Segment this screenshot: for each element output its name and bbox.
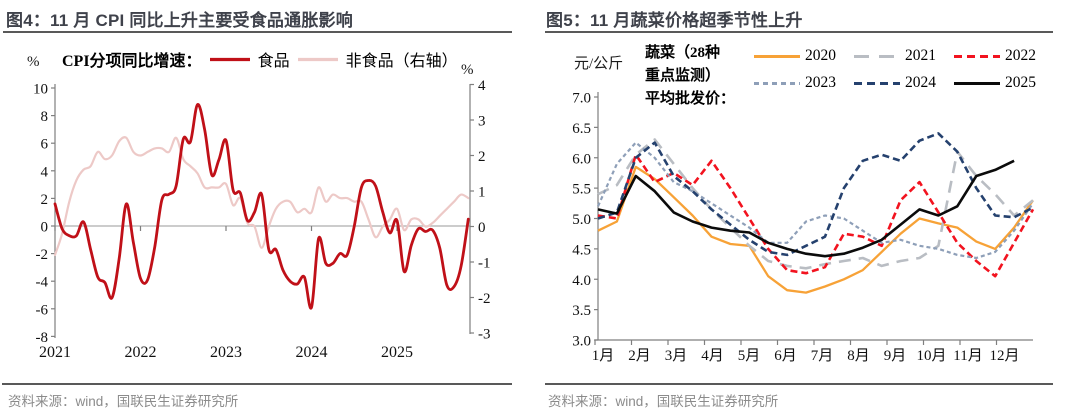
legend-label-2022: 2022 <box>1005 47 1036 64</box>
figure5-footer-rule <box>545 383 1053 385</box>
legend-swatch-2021 <box>854 54 900 58</box>
fig5-month-label: 2月 <box>628 348 651 364</box>
legend-label-2021: 2021 <box>905 47 936 64</box>
fig4-left-tick-label: 10 <box>33 82 48 98</box>
fig4-right-tick-label: 4 <box>478 78 486 94</box>
fig5-y-tick-label: 3.5 <box>572 303 591 319</box>
fig4-right-tick-label: 3 <box>478 114 486 130</box>
legend-item-2023: 2023 <box>753 74 853 92</box>
fig4-left-axis-unit: % <box>27 54 40 70</box>
fig4-line-nonfood <box>53 136 470 256</box>
figure5-title: 图5：11 月蔬菜价格超季节性上升 <box>546 11 803 30</box>
fig5-month-label: 11月 <box>953 348 982 364</box>
legend-swatch-2023 <box>754 81 800 85</box>
legend-swatch-2022 <box>954 54 1000 58</box>
fig5-legend-title: 蔬菜（28种 重点监测） 平均批发价： <box>645 42 735 111</box>
legend-item-2022: 2022 <box>953 47 1053 65</box>
fig5-month-label: 4月 <box>701 348 724 364</box>
fig5-month-label: 12月 <box>989 348 1019 364</box>
fig5-y-tick-label: 4.5 <box>572 242 591 258</box>
figure4-title: 图4：11 月 CPI 同比上升主要受食品通胀影响 <box>6 11 353 30</box>
fig5-y-tick-label: 3.0 <box>572 334 591 350</box>
fig5-line-2021 <box>597 138 1034 270</box>
fig4-year-label: 2025 <box>381 344 413 361</box>
legend-label-food: 食品 <box>257 53 290 70</box>
fig4-right-tick-label: -2 <box>478 291 491 307</box>
fig5-month-label: 5月 <box>738 348 761 364</box>
fig4-year-label: 2024 <box>296 344 328 361</box>
fig5-y-tick-label: 5.0 <box>572 212 591 228</box>
fig4-year-label: 2022 <box>125 344 157 361</box>
fig4-left-tick-label: 0 <box>41 220 49 236</box>
food-line-swatch <box>209 53 251 66</box>
fig4-year-label: 2021 <box>39 344 71 361</box>
legend-label-2020: 2020 <box>805 47 836 64</box>
legend-label-nonfood: 非食品（右轴） <box>345 53 458 70</box>
figure5-source: 资料来源：wind，国联民生证券研究所 <box>548 394 779 409</box>
figure4-title-rule <box>3 31 512 33</box>
fig4-left-tick-label: -6 <box>36 302 49 318</box>
nonfood-line-swatch <box>297 53 339 66</box>
legend-item-2020: 2020 <box>753 47 853 65</box>
legend-swatch-2025 <box>954 81 1000 85</box>
fig5-legend-title-line2: 重点监测） <box>645 68 721 84</box>
fig4-left-tick-label: 6 <box>41 137 49 153</box>
fig5-y-tick-label: 6.0 <box>572 151 591 167</box>
fig4-right-tick-label: -1 <box>478 256 491 272</box>
fig5-month-label: 9月 <box>884 348 907 364</box>
fig5-line-2024 <box>597 132 1034 257</box>
legend-item-2021: 2021 <box>853 47 953 65</box>
fig4-year-label: 2023 <box>210 344 242 361</box>
fig5-month-label: 3月 <box>665 348 688 364</box>
fig5-line-2020 <box>597 165 1034 294</box>
legend-item-2025: 2025 <box>953 74 1053 92</box>
fig5-line-2023 <box>596 141 1034 260</box>
fig4-right-tick-label: 2 <box>478 149 486 165</box>
fig4-left-tick-label: -8 <box>36 330 49 346</box>
fig4-left-tick-label: -4 <box>36 275 49 291</box>
legend-label-2025: 2025 <box>1005 74 1036 91</box>
fig5-legend-title-line1: 蔬菜（28种 <box>645 45 721 61</box>
legend-item-2024: 2024 <box>853 74 953 92</box>
fig5-y-axis-unit: 元/公斤 <box>574 56 624 72</box>
fig5-line-2022 <box>597 153 1035 278</box>
legend-swatch-2020 <box>754 54 800 58</box>
legend-label-2024: 2024 <box>905 74 936 91</box>
fig5-month-label: 8月 <box>847 348 870 364</box>
fig5-legend-title-line3: 平均批发价： <box>645 91 736 107</box>
fig5-y-tick-label: 5.5 <box>572 182 591 198</box>
fig4-left-tick-label: 8 <box>41 109 49 125</box>
fig4-right-tick-label: 1 <box>478 185 486 201</box>
fig4-legend-title: CPI分项同比增速： <box>62 53 202 70</box>
fig5-y-tick-label: 4.0 <box>572 273 591 289</box>
figure5-legend: 2020 2021 2022 2023 2024 2025 <box>753 47 1053 92</box>
fig4-left-tick-label: 4 <box>41 164 49 180</box>
fig4-left-tick-label: 2 <box>41 192 49 208</box>
figure5-title-rule <box>545 31 1053 33</box>
fig5-month-label: 7月 <box>811 348 834 364</box>
legend-swatch-2024 <box>854 81 900 85</box>
fig5-month-label: 6月 <box>774 348 797 364</box>
fig4-right-tick-label: -3 <box>478 327 491 343</box>
fig5-y-tick-label: 7.0 <box>572 91 591 107</box>
figure4-footer-rule <box>2 383 512 385</box>
fig5-month-label: 10月 <box>916 348 946 364</box>
fig4-right-axis-unit: % <box>461 62 474 78</box>
fig5-line-2025 <box>597 159 1015 258</box>
figure4-source: 资料来源：wind，国联民生证券研究所 <box>8 394 239 409</box>
fig4-line-food <box>53 103 470 310</box>
fig4-left-tick-label: -2 <box>36 247 49 263</box>
fig5-y-tick-label: 6.5 <box>572 121 591 137</box>
legend-label-2023: 2023 <box>805 74 836 91</box>
fig5-month-label: 1月 <box>592 348 615 364</box>
fig4-right-tick-label: 0 <box>478 220 486 236</box>
figure4-legend: CPI分项同比增速： 食品 非食品（右轴） <box>62 47 458 71</box>
